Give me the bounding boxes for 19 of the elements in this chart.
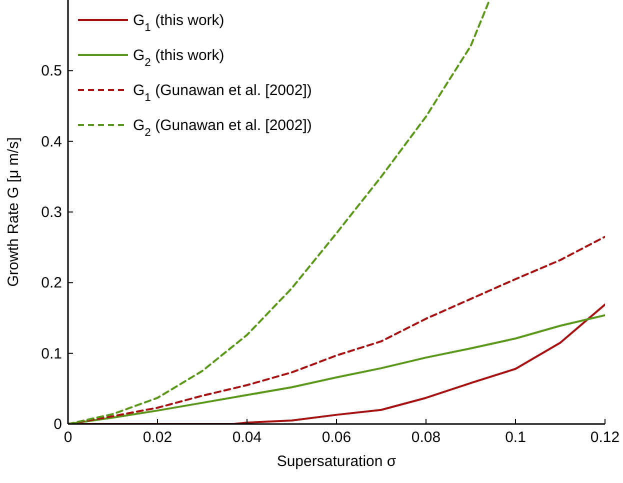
x-tick-label: 0.04: [232, 429, 262, 446]
legend-label: G$_{1}$ (this work): [133, 12, 224, 34]
y-tick-label: 0.3: [41, 204, 62, 221]
y-tick-label: 0.5: [41, 62, 62, 80]
x-tick-label: 0.06: [322, 429, 352, 446]
y-tick-label: 0.2: [41, 274, 62, 292]
y-tick-label: 0.4: [41, 133, 62, 150]
x-tick-label: 0.12: [590, 429, 620, 446]
legend-label: G$_{2}$ (this work): [133, 47, 224, 69]
x-tick-label: 0.02: [142, 429, 172, 446]
x-tick-label: 0.1: [505, 429, 526, 446]
y-axis-title: Growth Rate G [μ m/s]: [5, 137, 22, 287]
x-axis-title: Supersaturation σ: [276, 453, 397, 470]
x-tick-label: 0.08: [411, 429, 441, 446]
legend-label: G$_{1}$ (Gunawan et al. [2002]): [133, 82, 312, 104]
x-tick-label: 0: [64, 429, 72, 446]
legend-label: G$_{2}$ (Gunawan et al. [2002]): [133, 117, 312, 139]
y-tick-label: 0: [54, 416, 62, 433]
y-tick-label: 0.1: [41, 345, 62, 362]
